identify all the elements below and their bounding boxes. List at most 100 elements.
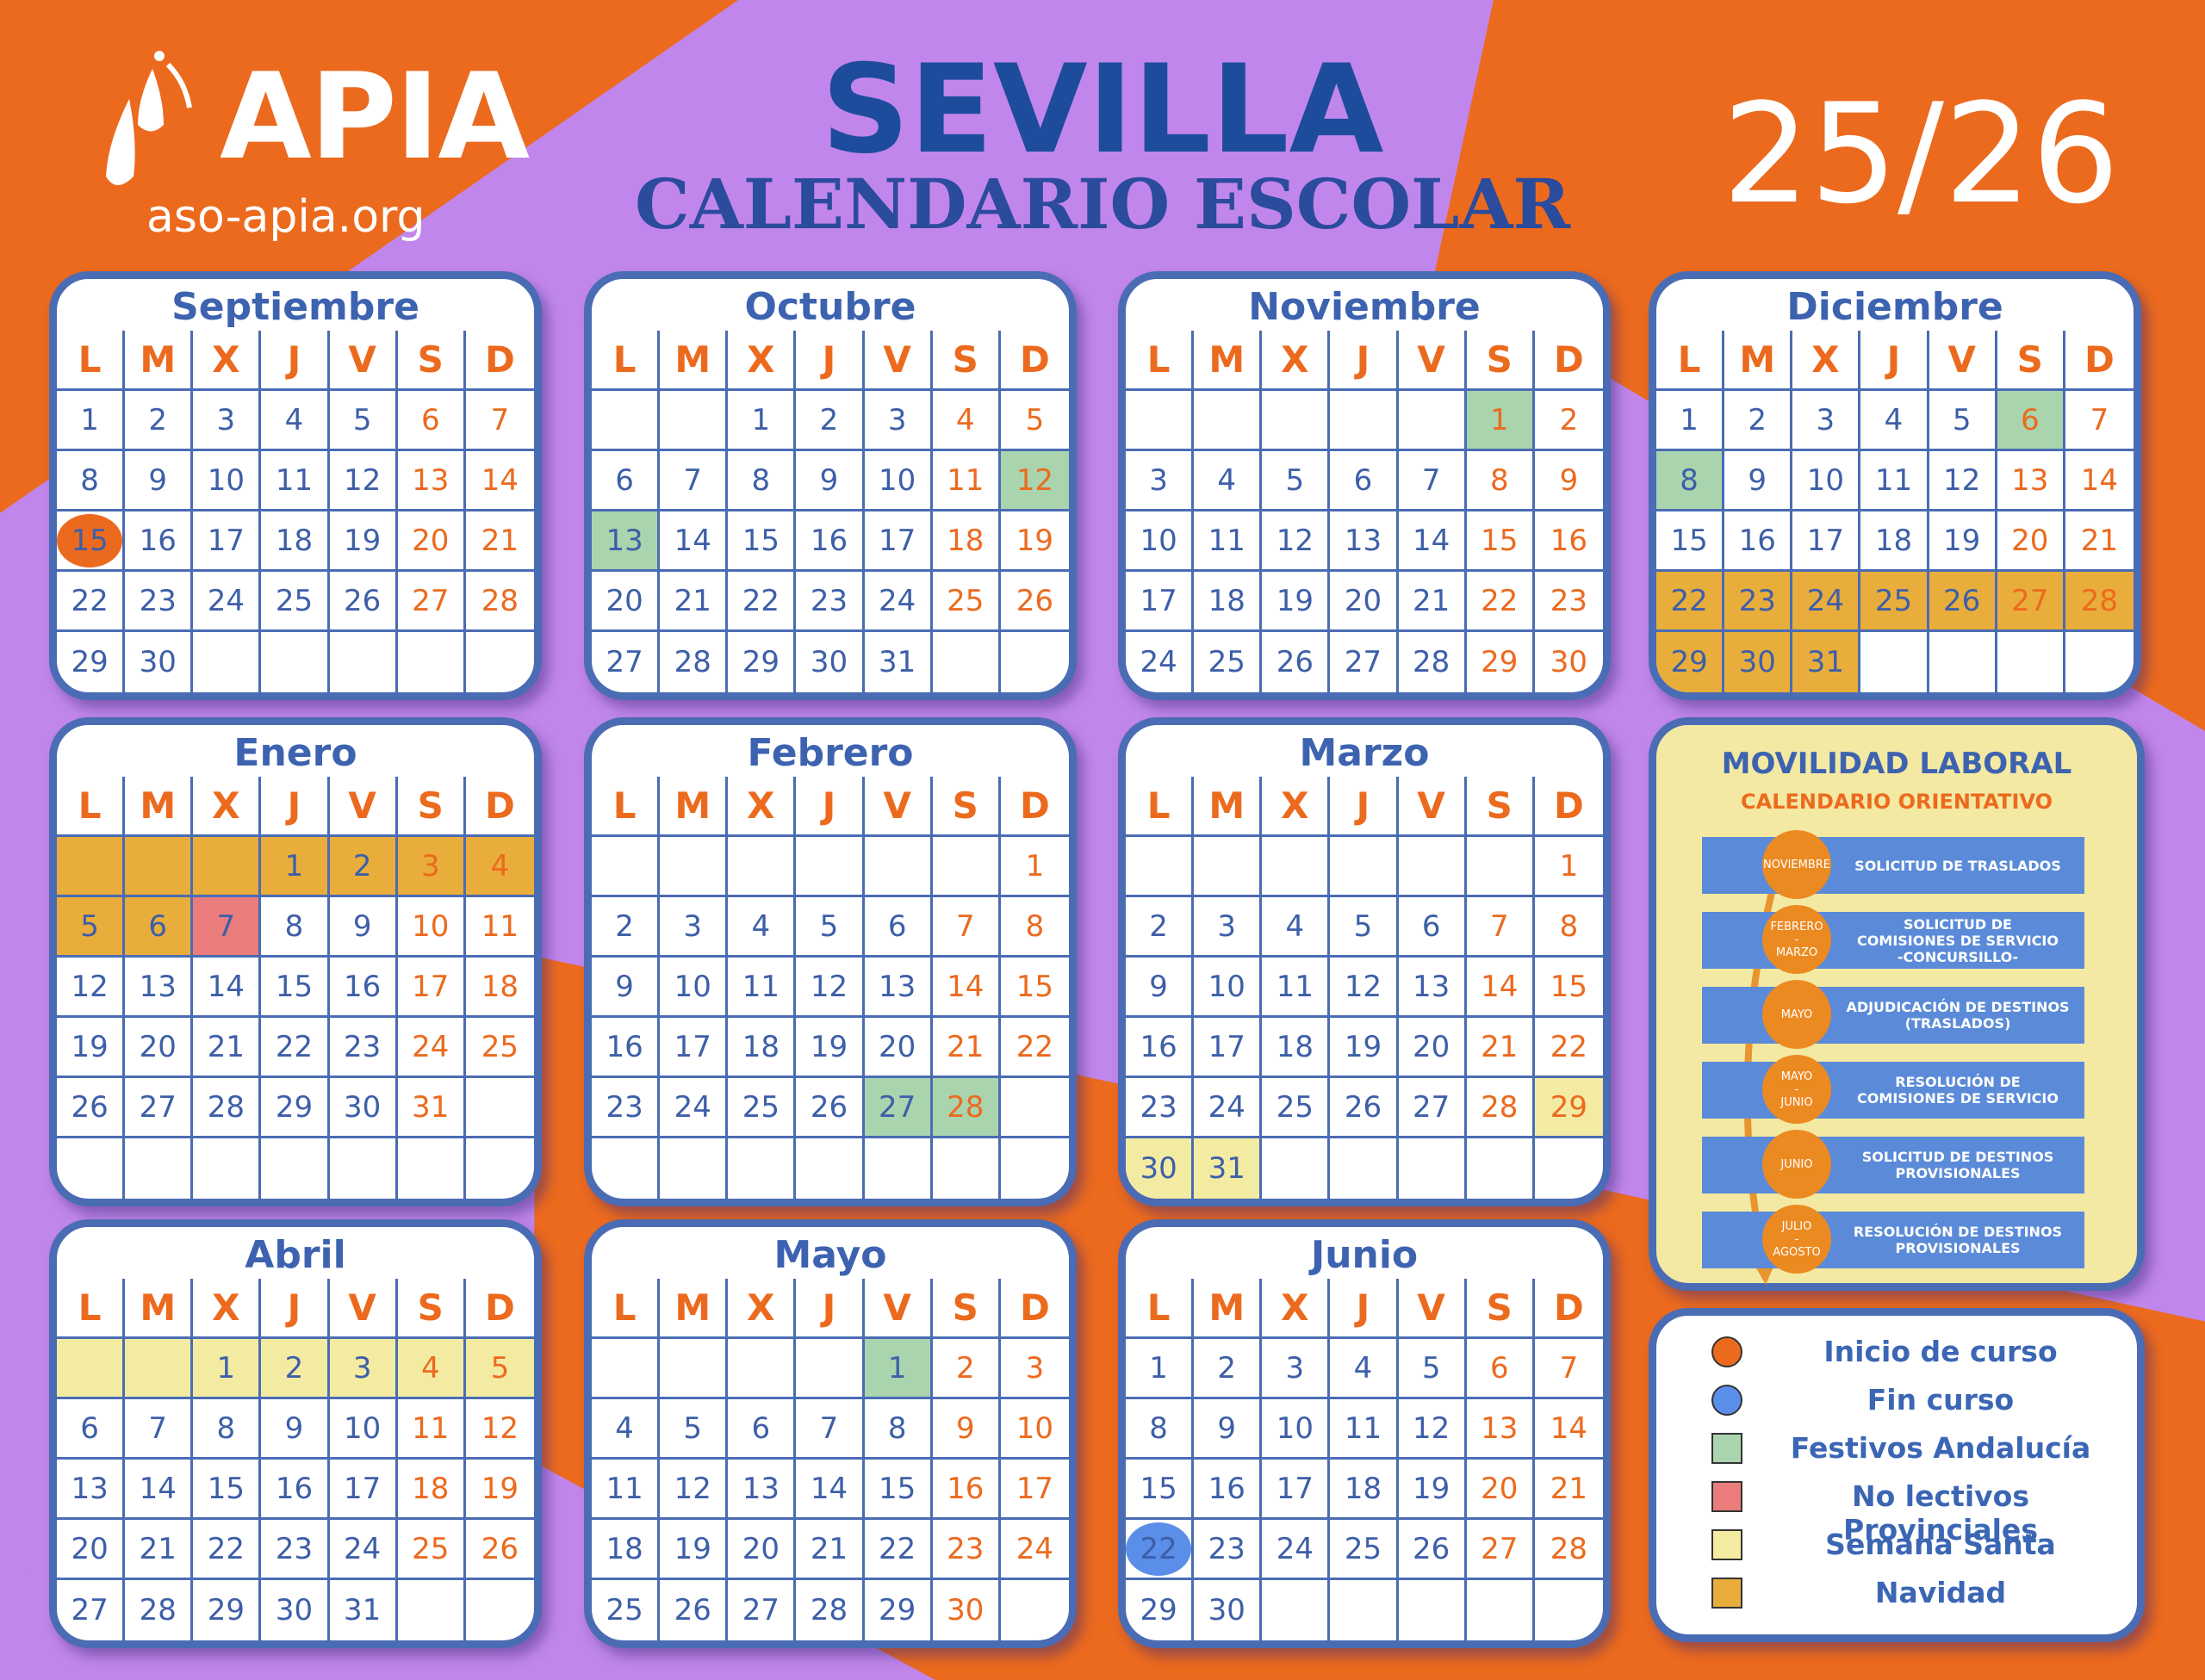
month-grid: L M X J V S D 1 2 3 4 5 6 7 8 9 10 11 12 13 14 15 16 17 18 19 20 21… bbox=[592, 777, 1069, 1199]
day-number: 16 bbox=[1550, 523, 1588, 558]
day-cell: 25 bbox=[592, 1580, 661, 1640]
day-cell: 9 bbox=[125, 451, 194, 511]
day-cell: 7 bbox=[465, 391, 534, 451]
day-number: 26 bbox=[1943, 583, 1981, 618]
day-cell: 2 bbox=[1194, 1339, 1263, 1399]
month-card: Diciembre L M X J V S D 1 2 3 4 5 6 7 8 9 10 11 12 13 14 15 16 1… bbox=[1649, 271, 2141, 700]
legend-marker bbox=[1711, 1481, 1742, 1512]
day-cell: 20 bbox=[397, 511, 466, 572]
day-cell: 6 bbox=[1997, 391, 2065, 451]
weekday-header: S bbox=[397, 777, 466, 837]
day-cell: 11 bbox=[465, 897, 534, 958]
weekday-header: S bbox=[932, 331, 1001, 391]
day-number: 12 bbox=[1413, 1410, 1450, 1446]
day-cell bbox=[1399, 1580, 1467, 1640]
weekday-header: L bbox=[57, 1279, 126, 1339]
day-cell: 27 bbox=[1330, 632, 1399, 692]
day-cell bbox=[1467, 1580, 1535, 1640]
day-number: 2 bbox=[1559, 402, 1579, 437]
month-card: Octubre L M X J V S D 1 2 3 4 5 6 7 8 9 10 11 12 13 14 15 16 17 1… bbox=[584, 271, 1077, 700]
day-cell: 31 bbox=[1194, 1138, 1263, 1199]
day-cell: 6 bbox=[592, 451, 661, 511]
day-number: 21 bbox=[674, 583, 711, 618]
day-number: 20 bbox=[742, 1531, 780, 1566]
day-number: 8 bbox=[284, 908, 304, 944]
day-number: 9 bbox=[615, 969, 634, 1004]
day-number: 27 bbox=[879, 1089, 916, 1125]
day-number: 28 bbox=[810, 1593, 848, 1627]
day-number: 1 bbox=[1559, 848, 1579, 883]
day-number: 22 bbox=[1016, 1029, 1054, 1064]
day-number: 14 bbox=[481, 462, 519, 498]
day-number: 27 bbox=[1413, 1089, 1450, 1125]
day-number: 23 bbox=[606, 1089, 643, 1125]
day-cell: 1 bbox=[864, 1339, 933, 1399]
day-number: 28 bbox=[481, 583, 519, 618]
month-card: Febrero L M X J V S D 1 2 3 4 5 6 7 8 9 10 11 12 13 14 15 16 17 1… bbox=[584, 717, 1077, 1206]
day-number: 8 bbox=[1559, 908, 1579, 944]
day-number: 17 bbox=[412, 969, 450, 1004]
day-cell: 26 bbox=[796, 1078, 865, 1138]
day-number: 25 bbox=[481, 1029, 519, 1064]
day-cell: 8 bbox=[193, 1399, 262, 1460]
step-date-text: - bbox=[1794, 1082, 1799, 1096]
day-cell: 2 bbox=[1534, 391, 1603, 451]
day-cell: 22 bbox=[1534, 1018, 1603, 1078]
day-number: 9 bbox=[955, 1410, 975, 1446]
day-cell: 24 bbox=[1262, 1520, 1331, 1580]
day-cell: 27 bbox=[397, 572, 466, 632]
day-number: 13 bbox=[742, 1471, 780, 1506]
day-cell bbox=[660, 837, 729, 897]
day-cell bbox=[125, 1339, 194, 1399]
day-cell: 22 bbox=[1126, 1520, 1195, 1580]
day-number: 18 bbox=[1276, 1029, 1314, 1064]
day-cell: 28 bbox=[2065, 572, 2134, 632]
day-number: 30 bbox=[275, 1593, 314, 1627]
day-number: 25 bbox=[412, 1531, 450, 1566]
month-card: Junio L M X J V S D 1 2 3 4 5 6 7 8 9 10 11 12 13 14 15 16 17 18 1… bbox=[1118, 1219, 1611, 1648]
day-cell bbox=[796, 1339, 865, 1399]
day-cell: 15 bbox=[864, 1460, 933, 1520]
day-cell: 20 bbox=[864, 1018, 933, 1078]
day-cell: 23 bbox=[796, 572, 865, 632]
day-cell: 18 bbox=[1194, 572, 1263, 632]
weekday-header: D bbox=[1534, 1279, 1603, 1339]
day-cell: 18 bbox=[592, 1520, 661, 1580]
day-cell: 28 bbox=[193, 1078, 262, 1138]
day-cell bbox=[1330, 837, 1399, 897]
weekday-header: M bbox=[125, 1279, 194, 1339]
day-cell bbox=[728, 837, 797, 897]
day-number: 27 bbox=[71, 1593, 109, 1627]
step-text: -CONCURSILLO- bbox=[1897, 948, 2019, 965]
day-number: 29 bbox=[1481, 645, 1519, 679]
day-cell: 24 bbox=[193, 572, 262, 632]
day-cell: 25 bbox=[465, 1018, 534, 1078]
weekday-header: V bbox=[329, 1279, 398, 1339]
day-number: 18 bbox=[412, 1471, 450, 1506]
day-cell: 27 bbox=[864, 1078, 933, 1138]
day-cell: 11 bbox=[261, 451, 330, 511]
day-number: 19 bbox=[810, 1029, 848, 1064]
day-number: 20 bbox=[606, 583, 643, 618]
day-cell bbox=[1535, 1138, 1603, 1199]
day-cell: 24 bbox=[1194, 1078, 1263, 1138]
day-number: 6 bbox=[2020, 402, 2040, 437]
day-number: 5 bbox=[352, 402, 372, 437]
weekday-header: S bbox=[1466, 331, 1535, 391]
day-number: 6 bbox=[148, 908, 168, 944]
day-cell: 17 bbox=[1792, 511, 1861, 572]
day-number: 23 bbox=[1550, 583, 1588, 618]
day-cell: 21 bbox=[1466, 1018, 1535, 1078]
day-cell: 14 bbox=[1534, 1399, 1603, 1460]
day-cell bbox=[1194, 391, 1263, 451]
mobility-title: MOVILIDAD LABORAL bbox=[1721, 747, 2072, 781]
day-cell bbox=[1535, 1580, 1603, 1640]
day-cell: 12 bbox=[57, 958, 126, 1018]
day-cell: 4 bbox=[1194, 451, 1263, 511]
weekday-header: X bbox=[1262, 777, 1331, 837]
day-number: 22 bbox=[1481, 583, 1519, 618]
day-cell: 1 bbox=[1534, 837, 1603, 897]
day-number: 15 bbox=[1481, 523, 1519, 558]
day-cell: 12 bbox=[796, 958, 865, 1018]
day-number: 16 bbox=[947, 1471, 984, 1506]
